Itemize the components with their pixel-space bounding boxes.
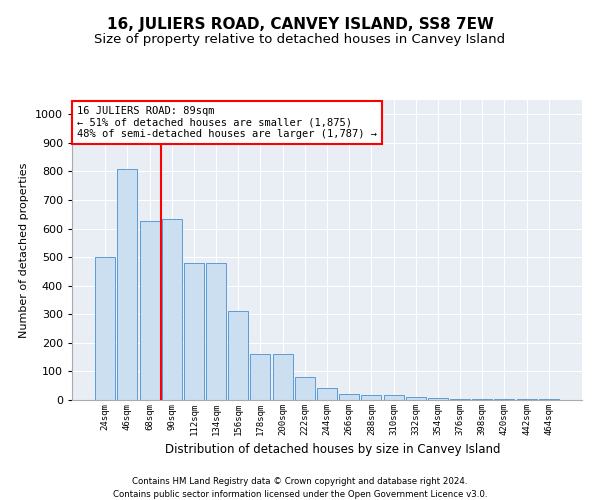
Bar: [95, 257, 115, 400]
Text: 16 JULIERS ROAD: 89sqm
← 51% of detached houses are smaller (1,875)
48% of semi-: 16 JULIERS ROAD: 89sqm ← 51% of detached…: [77, 106, 377, 139]
Bar: [494, 399, 514, 400]
Bar: [184, 263, 204, 400]
Bar: [361, 395, 382, 400]
Bar: [140, 222, 160, 400]
Bar: [450, 398, 470, 400]
Text: Distribution of detached houses by size in Canvey Island: Distribution of detached houses by size …: [165, 442, 501, 456]
Bar: [118, 169, 137, 400]
Bar: [206, 263, 226, 400]
Text: 16, JULIERS ROAD, CANVEY ISLAND, SS8 7EW: 16, JULIERS ROAD, CANVEY ISLAND, SS8 7EW: [107, 18, 493, 32]
Bar: [317, 388, 337, 400]
Text: Contains HM Land Registry data © Crown copyright and database right 2024.: Contains HM Land Registry data © Crown c…: [132, 478, 468, 486]
Bar: [472, 399, 492, 400]
Y-axis label: Number of detached properties: Number of detached properties: [19, 162, 29, 338]
Bar: [250, 354, 271, 400]
Bar: [295, 376, 315, 400]
Bar: [228, 312, 248, 400]
Bar: [339, 394, 359, 400]
Text: Contains public sector information licensed under the Open Government Licence v3: Contains public sector information licen…: [113, 490, 487, 499]
Bar: [428, 398, 448, 400]
Bar: [272, 354, 293, 400]
Bar: [162, 218, 182, 400]
Bar: [383, 395, 404, 400]
Text: Size of property relative to detached houses in Canvey Island: Size of property relative to detached ho…: [94, 32, 506, 46]
Bar: [406, 397, 426, 400]
